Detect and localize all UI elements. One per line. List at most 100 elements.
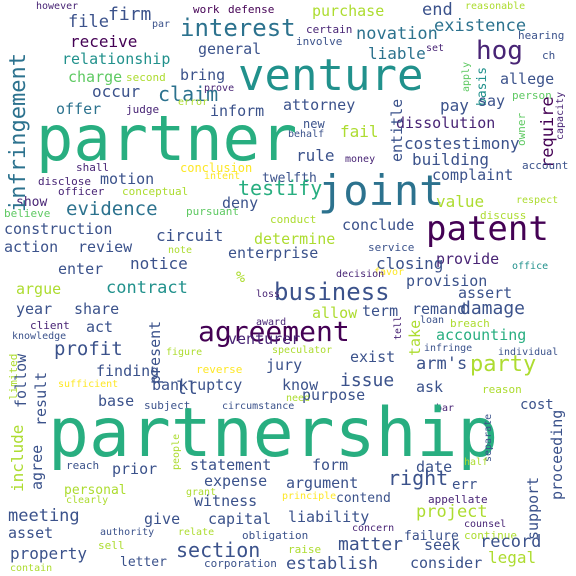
cloud-word: subject [144, 399, 191, 412]
cloud-word: joint [318, 166, 445, 215]
cloud-word: allow [312, 304, 358, 322]
cloud-word: work [193, 3, 220, 16]
cloud-word: dissolution [396, 114, 496, 132]
cloud-word: obligation [242, 529, 309, 542]
cloud-word: jury [266, 356, 303, 374]
cloud-word: officer [58, 185, 105, 198]
cloud-word: bring [180, 66, 226, 84]
cloud-word: right [388, 466, 449, 490]
cloud-word: accounting [436, 326, 527, 344]
cloud-word: assert [458, 284, 513, 302]
cloud-word: partnership [48, 394, 499, 473]
cloud-word: file [68, 12, 109, 32]
cloud-word: venturer [228, 330, 301, 348]
cloud-word: failure [404, 529, 459, 544]
cloud-word: party [470, 352, 537, 377]
cloud-word: speculator [272, 345, 333, 356]
cloud-word: half [464, 457, 489, 468]
cloud-word: relationship [62, 50, 171, 68]
cloud-word: decision [336, 269, 385, 280]
cloud-word: individual [498, 347, 559, 358]
cloud-word: seek [424, 536, 461, 554]
cloud-word: money [345, 154, 376, 165]
cloud-word: know [282, 376, 319, 394]
cloud-word: damage [460, 298, 526, 319]
cloud-word: sell [98, 539, 125, 552]
cloud-word: entitle [388, 98, 406, 162]
cloud-word: bankruptcy [152, 376, 243, 394]
cloud-word: determine [254, 230, 336, 248]
cloud-word: asset [8, 524, 54, 542]
cloud-word: however [36, 1, 79, 12]
cloud-word: fail [340, 122, 379, 141]
cloud-word: partner [36, 102, 298, 175]
cloud-word: remand [412, 300, 467, 318]
cloud-word: agree [28, 444, 46, 490]
cloud-word: breach [450, 317, 490, 330]
cloud-word: motion [100, 170, 155, 188]
cloud-word: intent [204, 171, 241, 182]
cloud-word: pursuant [186, 205, 239, 218]
cloud-word: loss [256, 289, 281, 300]
cloud-word: review [78, 238, 133, 256]
cloud-word: second [126, 71, 166, 84]
cloud-word: disclose [38, 175, 91, 188]
cloud-word: infringement [6, 53, 31, 212]
cloud-word: shall [76, 161, 110, 174]
cloud-word: business [274, 278, 390, 306]
cloud-word: behalf [288, 129, 325, 140]
cloud-word: clearly [66, 495, 109, 506]
cloud-word: arm's [416, 354, 468, 374]
cloud-word: concern [352, 523, 395, 534]
cloud-word: claim [158, 82, 219, 106]
cloud-word: include [8, 424, 27, 492]
cloud-word: say [478, 92, 506, 110]
cloud-word: reason [482, 383, 522, 396]
cloud-word: share [74, 300, 120, 318]
cloud-word: building [412, 150, 490, 169]
cloud-word: award [256, 317, 287, 328]
cloud-word: purchase [312, 2, 385, 20]
cloud-word: finding [96, 362, 160, 380]
cloud-word: contend [336, 491, 391, 506]
cloud-word: person [512, 89, 552, 102]
cloud-word: charge [68, 68, 123, 86]
cloud-word: % [236, 268, 246, 286]
cloud-word: provision [406, 272, 488, 290]
cloud-word: property [10, 544, 88, 563]
cloud-word: support [524, 476, 542, 540]
cloud-word: personal [64, 483, 127, 498]
cloud-word: capacity [555, 91, 566, 140]
cloud-word: respect [516, 195, 559, 206]
cloud-word: pay [440, 96, 469, 115]
cloud-word: patent [426, 209, 549, 249]
cloud-word: issue [340, 370, 395, 391]
cloud-word: prove [204, 83, 235, 94]
cloud-word: novation [356, 24, 438, 44]
cloud-word: offer [56, 100, 102, 118]
cloud-word: hearing [518, 29, 565, 42]
cloud-word: error [178, 97, 209, 108]
cloud-word: construction [4, 220, 113, 238]
cloud-word: occur [92, 82, 141, 101]
cloud-word: legal [488, 548, 537, 567]
cloud-word: give [144, 510, 181, 528]
cloud-word: people [171, 433, 182, 470]
cloud-word: certain [306, 23, 353, 36]
cloud-word: sufficient [58, 379, 119, 390]
cloud-word: consider [410, 554, 483, 572]
cloud-word: infringe [424, 343, 473, 354]
cloud-word: ask [416, 378, 444, 396]
cloud-word: proceeding [548, 409, 566, 500]
cloud-word: provide [436, 250, 500, 268]
cloud-word: project [416, 502, 488, 522]
cloud-word: reverse [196, 363, 243, 376]
cloud-word: result [32, 371, 50, 426]
cloud-word: liable [368, 44, 426, 63]
cloud-word: loan [420, 315, 445, 326]
cloud-word: enterprise [228, 244, 319, 262]
cloud-word: circumstance [222, 401, 295, 412]
cloud-word: ll [176, 378, 198, 399]
cloud-word: purpose [302, 386, 366, 404]
cloud-word: receive [70, 32, 138, 51]
